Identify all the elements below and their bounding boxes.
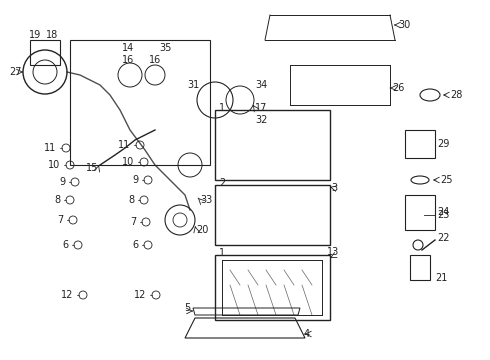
Text: 16: 16 (122, 55, 134, 65)
Text: 5: 5 (184, 303, 190, 313)
Text: 6: 6 (132, 240, 138, 250)
Bar (215, 185, 330, 245)
Text: 31: 31 (188, 80, 200, 90)
Text: 1: 1 (219, 248, 225, 258)
Text: 22: 22 (437, 233, 449, 243)
Bar (410, 255, 430, 280)
Text: 7: 7 (57, 215, 63, 225)
Bar (405, 195, 435, 230)
Text: 4: 4 (304, 329, 310, 339)
Text: 27: 27 (9, 67, 22, 77)
Text: 2: 2 (219, 178, 225, 188)
Text: 33: 33 (200, 195, 212, 205)
Text: 8: 8 (54, 195, 60, 205)
Text: 9: 9 (59, 177, 65, 187)
Text: 9: 9 (132, 175, 138, 185)
Text: 11: 11 (118, 140, 130, 150)
Text: 16: 16 (149, 55, 161, 65)
Text: 29: 29 (437, 139, 449, 149)
Text: 32: 32 (255, 115, 268, 125)
Text: 3: 3 (331, 183, 337, 193)
Text: 10: 10 (122, 157, 134, 167)
Text: 26: 26 (392, 83, 404, 93)
Text: 28: 28 (450, 90, 463, 100)
Text: 21: 21 (435, 273, 447, 283)
Bar (405, 130, 435, 158)
Text: 25: 25 (440, 175, 452, 185)
Text: 1: 1 (219, 103, 225, 113)
Text: 30: 30 (398, 20, 410, 30)
Text: 12: 12 (61, 290, 73, 300)
Text: 6: 6 (62, 240, 68, 250)
Bar (30, 40, 60, 65)
Text: 19: 19 (29, 30, 41, 40)
Text: 20: 20 (196, 225, 208, 235)
Text: 7: 7 (130, 217, 136, 227)
Text: 17: 17 (255, 103, 268, 113)
Text: 14: 14 (122, 43, 134, 53)
Bar (215, 255, 330, 320)
Bar (215, 110, 330, 180)
Text: 35: 35 (159, 43, 171, 53)
Text: 24: 24 (437, 207, 449, 217)
Text: 15: 15 (86, 163, 98, 173)
Text: 18: 18 (46, 30, 58, 40)
Text: 8: 8 (128, 195, 134, 205)
Text: 23: 23 (437, 210, 449, 220)
Text: 12: 12 (134, 290, 146, 300)
Text: 10: 10 (48, 160, 60, 170)
Text: 34: 34 (255, 80, 267, 90)
Text: 13: 13 (327, 247, 339, 257)
Text: 11: 11 (44, 143, 56, 153)
